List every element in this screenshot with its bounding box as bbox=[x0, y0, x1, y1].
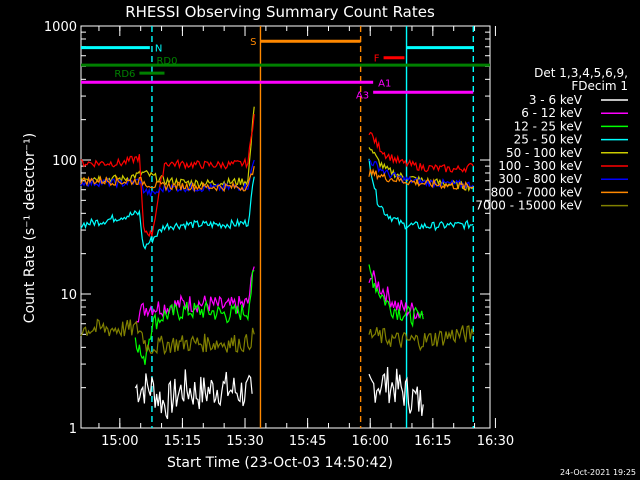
state-label: F bbox=[374, 54, 380, 65]
state-label: RD0 bbox=[156, 56, 177, 67]
legend-entry-label: 100 - 300 keV bbox=[498, 159, 582, 173]
legend-header: Det 1,3,4,5,6,9, bbox=[534, 66, 628, 80]
legend-entry-label: 800 - 7000 keV bbox=[491, 185, 583, 199]
y-tick-label: 1 bbox=[69, 422, 77, 437]
legend-entry-label: 300 - 800 keV bbox=[498, 172, 582, 186]
legend-entry-label: 50 - 100 keV bbox=[506, 146, 583, 160]
state-label: N bbox=[155, 44, 162, 55]
footer-date: 24-Oct-2021 19:25 bbox=[560, 468, 636, 477]
legend-entry-label: 7000 - 15000 keV bbox=[475, 199, 582, 213]
x-tick-label: 16:15 bbox=[414, 434, 451, 449]
x-tick-label: 15:45 bbox=[289, 434, 326, 449]
legend-entry-label: 25 - 50 keV bbox=[514, 133, 583, 147]
state-label: RD6 bbox=[114, 69, 135, 80]
y-tick-label: 10 bbox=[60, 288, 77, 303]
legend-entry-label: 3 - 6 keV bbox=[529, 93, 583, 107]
legend-header: FDecim 1 bbox=[571, 79, 628, 93]
x-tick-label: 15:00 bbox=[101, 434, 138, 449]
x-tick-label: 15:15 bbox=[164, 434, 201, 449]
y-tick-label: 1000 bbox=[44, 20, 77, 35]
state-label: A1 bbox=[378, 78, 391, 89]
x-tick-label: 15:30 bbox=[226, 434, 263, 449]
chart-title: RHESSI Observing Summary Count Rates bbox=[125, 3, 435, 21]
x-tick-label: 16:00 bbox=[351, 434, 388, 449]
state-label: A3 bbox=[356, 90, 369, 101]
state-label: S bbox=[250, 37, 256, 48]
y-tick-label: 100 bbox=[52, 154, 77, 169]
legend-entry-label: 12 - 25 keV bbox=[514, 119, 583, 133]
legend-entry-label: 6 - 12 keV bbox=[521, 106, 583, 120]
x-axis-label: Start Time (23-Oct-03 14:50:42) bbox=[167, 455, 393, 471]
x-tick-label: 16:30 bbox=[477, 434, 514, 449]
y-axis-label: Count Rate (s⁻¹ detector⁻¹) bbox=[22, 133, 38, 323]
